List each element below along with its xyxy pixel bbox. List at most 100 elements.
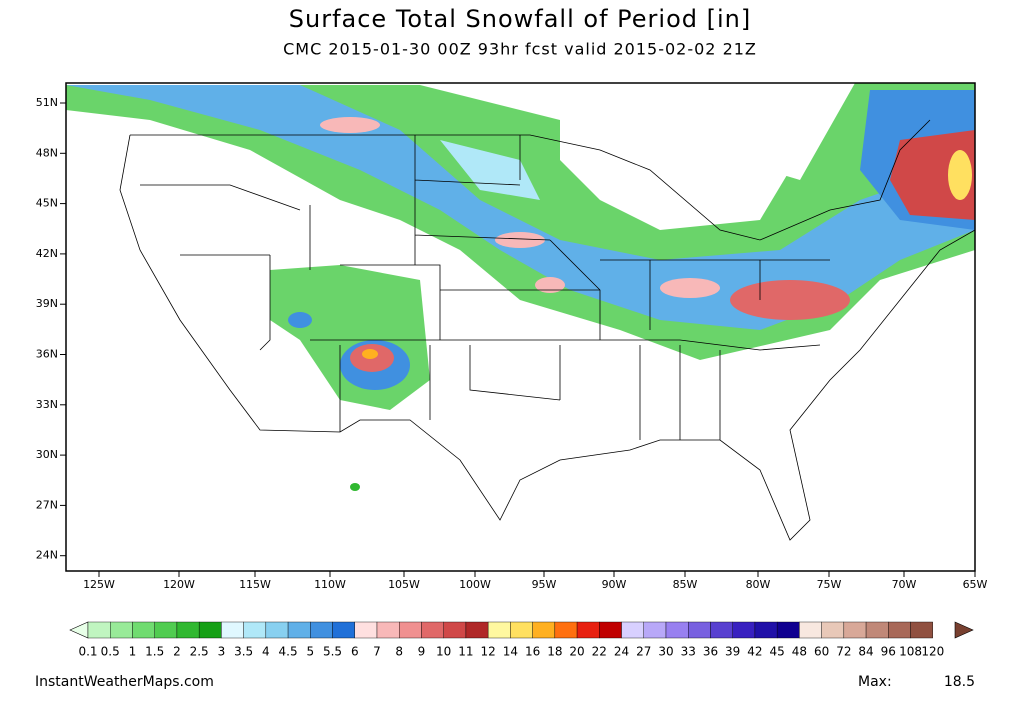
- colorbar-label: 10: [436, 645, 451, 659]
- colorbar-swatch: [843, 621, 867, 639]
- max-value: 18.5: [944, 674, 975, 690]
- colorbar-swatch: [421, 621, 444, 639]
- colorbar-swatch: [310, 621, 333, 639]
- max-label: Max:: [858, 674, 892, 690]
- colorbar-swatch: [510, 621, 533, 639]
- colorbar-label: 48: [792, 645, 807, 659]
- map: [65, 82, 976, 572]
- colorbar-label: 45: [770, 645, 785, 659]
- colorbar-label: 27: [636, 645, 651, 659]
- colorbar-swatch: [821, 621, 845, 639]
- colorbar-swatch: [332, 621, 355, 639]
- colorbar-swatch: [176, 621, 200, 639]
- lon-label: 80W: [746, 578, 771, 591]
- colorbar-arrow-right: [954, 621, 974, 639]
- colorbar-label: 18: [547, 645, 562, 659]
- colorbar-label: 2: [173, 645, 181, 659]
- colorbar-label: 6: [351, 645, 359, 659]
- colorbar-swatch: [399, 621, 422, 639]
- colorbar-label: 4: [262, 645, 270, 659]
- colorbar-swatch: [243, 621, 267, 639]
- colorbar-label: 33: [681, 645, 696, 659]
- colorbar-label: 36: [703, 645, 718, 659]
- lat-label: 48N: [36, 146, 58, 159]
- lon-label: 100W: [459, 578, 491, 591]
- lon-label: 95W: [532, 578, 557, 591]
- colorbar-swatch: [776, 621, 800, 639]
- colorbar-label: 30: [658, 645, 673, 659]
- lon-label: 115W: [239, 578, 271, 591]
- colorbar-swatch: [287, 621, 311, 639]
- subtitle: CMC 2015-01-30 00Z 93hr fcst valid 2015-…: [283, 40, 757, 59]
- colorbar-label: 0.1: [78, 645, 97, 659]
- colorbar-swatch: [732, 621, 756, 639]
- lon-label: 110W: [314, 578, 346, 591]
- lat-label: 24N: [36, 549, 58, 562]
- colorbar-swatch: [665, 621, 689, 639]
- colorbar-swatch: [87, 621, 111, 639]
- lon-label: 105W: [388, 578, 420, 591]
- lat-label: 51N: [36, 96, 58, 109]
- colorbar-label: 0.5: [101, 645, 120, 659]
- lon-label: 85W: [673, 578, 698, 591]
- colorbar-label: 3.5: [234, 645, 253, 659]
- title: Surface Total Snowfall of Period [in]: [289, 5, 751, 33]
- colorbar-label: 5: [306, 645, 314, 659]
- colorbar-swatch: [754, 621, 778, 639]
- lon-label: 120W: [163, 578, 195, 591]
- colorbar-label: 12: [481, 645, 496, 659]
- colorbar-label: 16: [525, 645, 540, 659]
- map-frame: [65, 82, 976, 572]
- source: InstantWeatherMaps.com: [35, 674, 214, 690]
- colorbar-label: 7: [373, 645, 381, 659]
- lat-label: 27N: [36, 498, 58, 511]
- colorbar-swatch: [799, 621, 822, 639]
- colorbar-swatch: [910, 621, 933, 639]
- colorbar-swatch: [487, 621, 511, 639]
- colorbar-swatch: [865, 621, 889, 639]
- colorbar-label: 11: [458, 645, 473, 659]
- colorbar-swatch: [198, 621, 222, 639]
- colorbar-swatch: [265, 621, 289, 639]
- colorbar-swatch: [888, 621, 911, 639]
- colorbar-label: 4.5: [279, 645, 298, 659]
- colorbar-swatch: [132, 621, 155, 639]
- colorbar-swatch: [710, 621, 733, 639]
- lat-label: 36N: [36, 348, 58, 361]
- colorbar-swatch: [354, 621, 378, 639]
- lat-label: 30N: [36, 448, 58, 461]
- colorbar-label: 20: [569, 645, 584, 659]
- colorbar-swatch: [621, 621, 644, 639]
- colorbar-label: 42: [747, 645, 762, 659]
- lat-label: 42N: [36, 247, 58, 260]
- lon-label: 65W: [963, 578, 988, 591]
- colorbar-label: 14: [503, 645, 518, 659]
- colorbar-arrow-left: [69, 621, 89, 639]
- lat-label: 39N: [36, 297, 58, 310]
- colorbar-label: 24: [614, 645, 629, 659]
- colorbar-label: 1.5: [145, 645, 164, 659]
- colorbar-swatch: [688, 621, 711, 639]
- colorbar-swatch: [154, 621, 178, 639]
- colorbar-label: 9: [418, 645, 426, 659]
- colorbar-swatch: [221, 621, 244, 639]
- lat-label: 33N: [36, 398, 58, 411]
- borders: [119, 119, 976, 541]
- lon-label: 75W: [817, 578, 842, 591]
- snow-field: [66, 83, 975, 491]
- colorbar-swatch: [643, 621, 667, 639]
- colorbar-swatch: [532, 621, 556, 639]
- colorbar-label: 8: [395, 645, 403, 659]
- colorbar-label: 60: [814, 645, 829, 659]
- colorbar-label: 3: [218, 645, 226, 659]
- colorbar-swatch: [554, 621, 578, 639]
- colorbar-label: 84: [858, 645, 873, 659]
- colorbar-swatch: [599, 621, 622, 639]
- colorbar-swatch: [576, 621, 600, 639]
- lon-label: 90W: [602, 578, 627, 591]
- colorbar-swatch: [443, 621, 467, 639]
- colorbar-swatch: [110, 621, 133, 639]
- colorbar-label: 1: [129, 645, 137, 659]
- colorbar-swatch: [465, 621, 489, 639]
- colorbar-swatch: [376, 621, 400, 639]
